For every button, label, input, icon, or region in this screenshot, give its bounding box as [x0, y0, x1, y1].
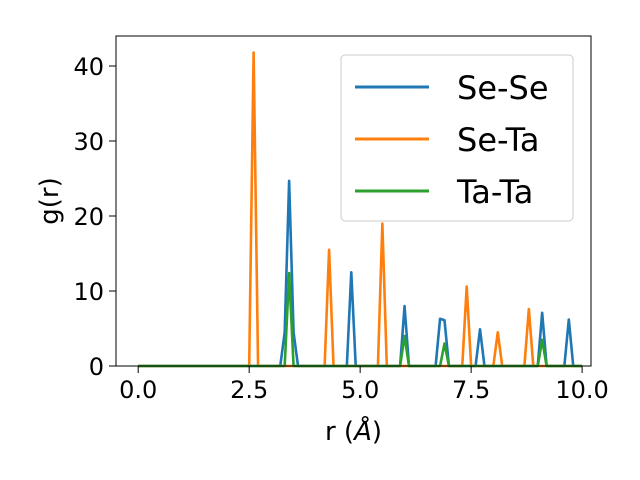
x-axis-label-unit: Å [352, 415, 372, 447]
legend-item-ta-ta: Ta-Ta [355, 173, 533, 211]
legend-item-se-se: Se-Se [355, 69, 549, 107]
legend-label: Se-Se [457, 69, 549, 107]
x-tick-label: 10.0 [555, 376, 608, 404]
x-axis-label-suffix: ) [372, 417, 382, 447]
legend-label: Se-Ta [457, 121, 539, 159]
y-axis: 0 10 20 30 40 [73, 53, 116, 381]
y-axis-label: g(r) [35, 177, 65, 224]
x-tick-label: 7.5 [452, 376, 490, 404]
series-line-ta-ta [138, 271, 583, 368]
legend-label: Ta-Ta [456, 173, 533, 211]
x-tick-label: 5.0 [341, 376, 379, 404]
legend-box [340, 54, 574, 222]
x-tick-label: 2.5 [230, 376, 268, 404]
y-tick-label: 30 [73, 128, 104, 156]
y-tick-label: 20 [73, 203, 104, 231]
x-axis-label: r (Å) [325, 415, 382, 447]
y-tick-label: 0 [89, 353, 104, 381]
x-axis: 0.0 2.5 5.0 7.5 10.0 [119, 366, 609, 404]
axes-frame [115, 35, 592, 367]
x-tick-label: 0.0 [119, 376, 157, 404]
legend: Se-Se Se-Ta Ta-Ta [340, 54, 574, 222]
legend-item-se-ta: Se-Ta [355, 121, 539, 159]
x-axis-label-prefix: r ( [325, 417, 354, 447]
y-tick-label: 10 [73, 278, 104, 306]
y-tick-label: 40 [73, 53, 104, 81]
